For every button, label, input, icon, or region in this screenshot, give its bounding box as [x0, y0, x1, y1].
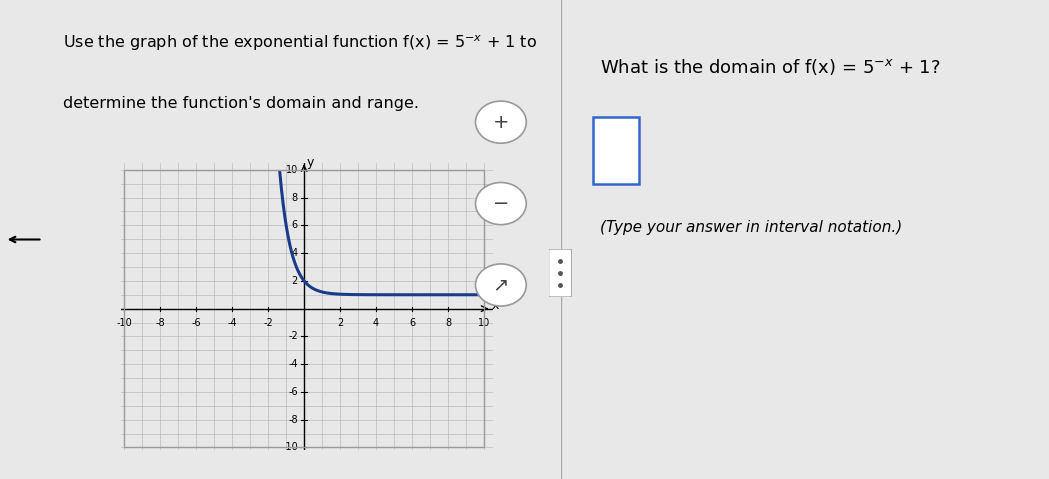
Text: -4: -4 — [228, 318, 237, 328]
Circle shape — [475, 101, 527, 143]
Text: -2: -2 — [263, 318, 273, 328]
Circle shape — [475, 264, 527, 306]
Text: y: y — [306, 156, 314, 169]
Text: -8: -8 — [288, 415, 298, 425]
Text: 8: 8 — [445, 318, 451, 328]
Circle shape — [475, 182, 527, 225]
Text: -10: -10 — [116, 318, 132, 328]
Text: 8: 8 — [292, 193, 298, 203]
Text: Use the graph of the exponential function f(x) = 5$^{-x}$ + 1 to: Use the graph of the exponential functio… — [63, 34, 537, 53]
Text: 4: 4 — [292, 248, 298, 258]
Text: -2: -2 — [288, 331, 298, 342]
FancyBboxPatch shape — [549, 249, 572, 297]
Text: -6: -6 — [191, 318, 201, 328]
Text: -10: -10 — [282, 443, 298, 453]
Text: 2: 2 — [292, 276, 298, 286]
Text: 4: 4 — [373, 318, 379, 328]
Text: −: − — [493, 194, 509, 213]
Text: -8: -8 — [155, 318, 165, 328]
Text: 10: 10 — [478, 318, 490, 328]
Text: +: + — [493, 113, 509, 132]
Text: (Type your answer in interval notation.): (Type your answer in interval notation.) — [600, 220, 902, 235]
Text: 6: 6 — [409, 318, 415, 328]
Text: 10: 10 — [285, 165, 298, 175]
Text: x: x — [491, 299, 498, 312]
Text: determine the function's domain and range.: determine the function's domain and rang… — [63, 96, 419, 111]
Text: 6: 6 — [292, 220, 298, 230]
Text: -6: -6 — [288, 387, 298, 397]
Text: ↗: ↗ — [493, 275, 509, 295]
Text: What is the domain of f(x) = 5$^{-x}$ + 1?: What is the domain of f(x) = 5$^{-x}$ + … — [600, 57, 941, 78]
FancyBboxPatch shape — [593, 117, 639, 184]
Text: -4: -4 — [288, 359, 298, 369]
Text: 2: 2 — [337, 318, 343, 328]
